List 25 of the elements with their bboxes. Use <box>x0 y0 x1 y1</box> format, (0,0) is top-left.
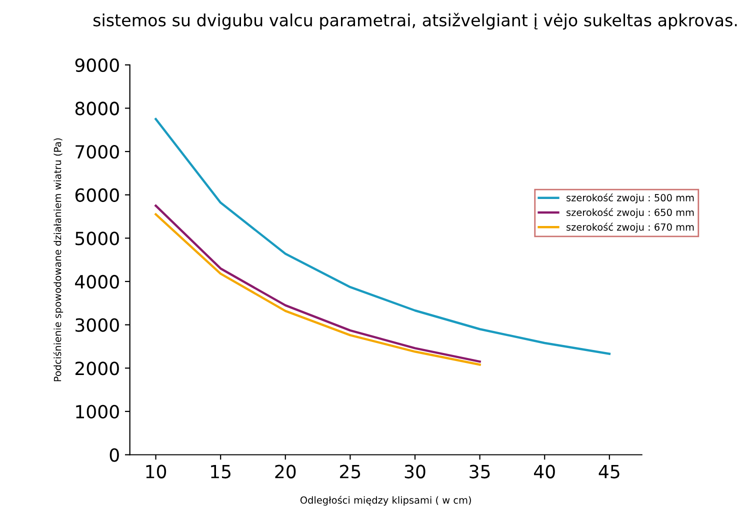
x-tick-label: 40 <box>534 464 555 478</box>
chart-title: sistemos su dvigubu valcu parametrai, atsižvelgiant į vėjo sukeltas apkrovas. <box>93 12 737 30</box>
y-tick-label: 7000 <box>76 144 119 159</box>
x-tick-label: 45 <box>598 465 620 478</box>
y-tick-label: 0 <box>110 448 119 462</box>
x-tick-label: 35 <box>470 464 490 478</box>
y-tick-label: 2000 <box>76 362 119 376</box>
y-axis-title: Podciśnienie spowodowane działaniem wiatru (Pa) <box>53 138 64 382</box>
line-series <box>154 118 611 355</box>
y-tick-label: 4000 <box>75 274 119 289</box>
y-tick-label: 6000 <box>75 188 119 202</box>
x-tick-label: 20 <box>275 464 296 478</box>
x-axis-title: Odległości między klipsami ( w cm) <box>300 496 471 506</box>
x-tick-label: 25 <box>340 464 360 478</box>
y-tick-label: 1000 <box>76 404 119 419</box>
y-tick-label: 3000 <box>76 318 119 332</box>
y-tick-label: 5000 <box>76 232 119 246</box>
x-tick-label: 10 <box>146 464 166 478</box>
x-tick-label: 15 <box>211 465 230 478</box>
y-tick-label: 9000 <box>75 58 119 72</box>
legend-label: szerokość zwoju : 670 mm <box>566 222 694 233</box>
legend-label: szerokość zwoju : 650 mm <box>566 208 694 218</box>
y-tick-label: 8000 <box>75 102 119 116</box>
x-tick-label: 30 <box>404 464 426 478</box>
legend-label: szerokość zwoju : 500 mm <box>566 193 694 204</box>
